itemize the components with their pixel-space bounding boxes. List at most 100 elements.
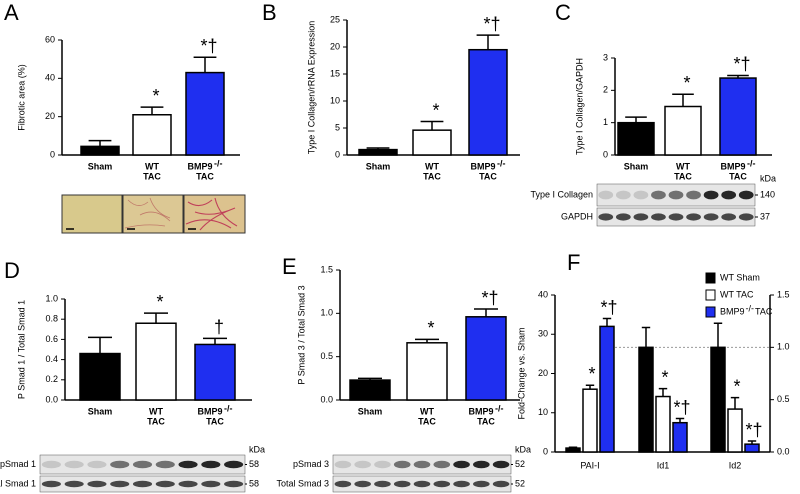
blot-band (224, 480, 244, 488)
error-bar (727, 74, 749, 79)
micrographs (61, 194, 246, 234)
y-tick-label: 1.0 (45, 293, 58, 303)
x-tick-label: BMP9 (197, 406, 222, 416)
panel-letter: C (555, 0, 571, 25)
blot-band (668, 190, 684, 200)
x-tick-label: Sham (358, 406, 383, 416)
x-tick-label: BMP9 (720, 161, 745, 171)
panel-letter: D (4, 258, 20, 283)
x-tick-label-sup: -/- (224, 403, 233, 413)
blot-band (64, 480, 84, 488)
y-tick-label: 10 (538, 407, 548, 417)
blot-band (668, 213, 684, 221)
y-tick-label: 0.8 (45, 314, 58, 324)
blot-band (64, 460, 84, 469)
y-tick-label: 1.5 (777, 289, 790, 299)
legend-swatch (705, 272, 716, 284)
y-tick-label: 40 (538, 289, 548, 299)
y-tick-label: 20 (538, 368, 548, 378)
x-tick-label: WT (420, 406, 434, 416)
y-axis-label: Type I Collagen/rRNA Expression (306, 21, 316, 155)
bar (465, 316, 507, 401)
y-tick-label: 3 (603, 52, 608, 62)
panel-letter: B (262, 0, 277, 25)
error-bar (474, 308, 498, 317)
blot-band (453, 480, 470, 488)
blot-kda: 58 (249, 478, 259, 488)
blot-band (651, 190, 666, 200)
bar (79, 352, 121, 401)
significance: *† (600, 297, 617, 317)
blot-row-label: Total Smad 3 (276, 478, 329, 488)
x-tick-label-line2: TAC (147, 416, 165, 426)
blot-unit: kDa (249, 444, 265, 454)
significance: * (152, 86, 159, 106)
blot-band (374, 460, 391, 469)
blot-band (87, 480, 107, 488)
x-tick-label: BMP9 (470, 161, 495, 171)
error-bar (476, 34, 500, 50)
x-tick-label-line2: TAC (674, 171, 692, 181)
y-tick-label: 5 (335, 122, 340, 132)
blot-band (473, 460, 490, 469)
blot-band (155, 480, 175, 488)
x-tick-label-line2: TAC (418, 416, 436, 426)
x-tick-label: Sham (88, 161, 113, 171)
y-tick-label: 0.2 (45, 374, 58, 384)
y-axis-label: P Smad 3 / Total Smad 3 (296, 285, 306, 384)
blot-band (651, 213, 666, 221)
blot-band (132, 460, 153, 469)
blot-band (492, 460, 510, 469)
x-tick-label: Id1 (657, 460, 670, 470)
significance: *† (745, 420, 762, 440)
y-tick-label: 0 (50, 149, 55, 159)
x-tick-label-sup: -/- (497, 158, 506, 168)
blot-band (413, 460, 431, 469)
x-tick-label-sup: -/- (214, 158, 223, 168)
bar (638, 346, 654, 453)
blot-row-label: pSmad 1 (0, 459, 36, 469)
blot-band (110, 480, 130, 488)
blot-band (686, 213, 701, 221)
error-bar (88, 139, 112, 147)
bar (185, 71, 225, 156)
legend-swatch (705, 289, 716, 301)
x-tick-label: Id2 (729, 460, 742, 470)
blot-band (738, 190, 754, 200)
y-tick-label: 30 (538, 329, 548, 339)
legend-label: WT TAC (720, 289, 754, 299)
x-tick-label-line2: TAC (479, 171, 497, 181)
blot-band (473, 480, 490, 488)
significance: *† (733, 54, 750, 74)
significance: * (661, 367, 668, 387)
significance: † (214, 317, 224, 337)
significance: * (733, 376, 740, 396)
blot-band (41, 480, 61, 488)
x-tick-label-line2: TAC (477, 416, 495, 426)
error-bar (602, 317, 612, 327)
x-tick-label-line2: TAC (423, 171, 441, 181)
y-tick-label: 0.6 (45, 334, 58, 344)
blot-band (224, 460, 244, 469)
error-bar (140, 106, 164, 115)
y-tick-label: 40 (45, 73, 55, 83)
y-tick-label: 0.5 (320, 351, 333, 361)
bar (358, 148, 398, 156)
blot-band (721, 213, 737, 221)
x-tick-label-line2: TAC (729, 171, 747, 181)
bar (194, 343, 236, 401)
legend-swatch (705, 306, 716, 318)
y-tick-label: 1.0 (777, 342, 790, 352)
bar (719, 77, 757, 156)
y-tick-label: 0.0 (777, 446, 790, 456)
blot-kda: 52 (515, 459, 525, 469)
y-tick-label: 1.0 (320, 308, 333, 318)
y-tick-label: 1 (603, 117, 608, 127)
x-tick-label: Sham (366, 161, 391, 171)
blot-band (41, 460, 61, 469)
blot-unit: kDa (515, 444, 531, 454)
blot-band (155, 460, 175, 469)
blot-band (738, 213, 754, 221)
y-tick-label: 1.5 (320, 264, 333, 274)
blot-band (433, 480, 451, 488)
